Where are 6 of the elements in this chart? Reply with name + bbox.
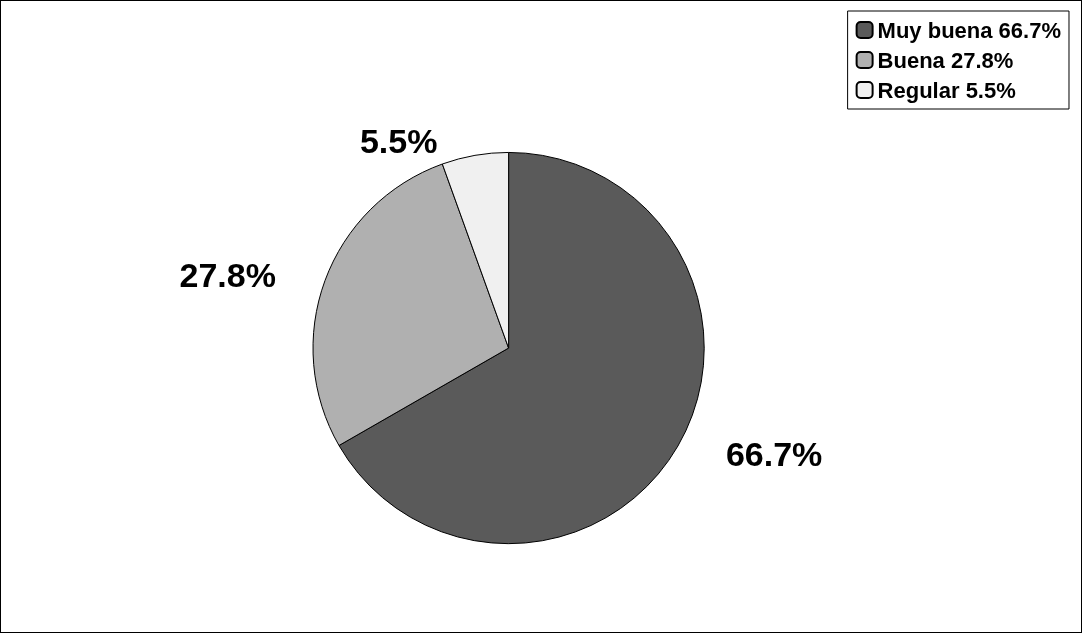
data-label: 5.5% [359,121,438,160]
legend-label: Muy buena 66.7% [877,17,1061,43]
legend-label: Regular 5.5% [877,77,1016,103]
data-label: 66.7% [725,434,823,473]
data-label: 27.8% [179,256,276,295]
legend-label: Buena 27.8% [877,47,1014,73]
